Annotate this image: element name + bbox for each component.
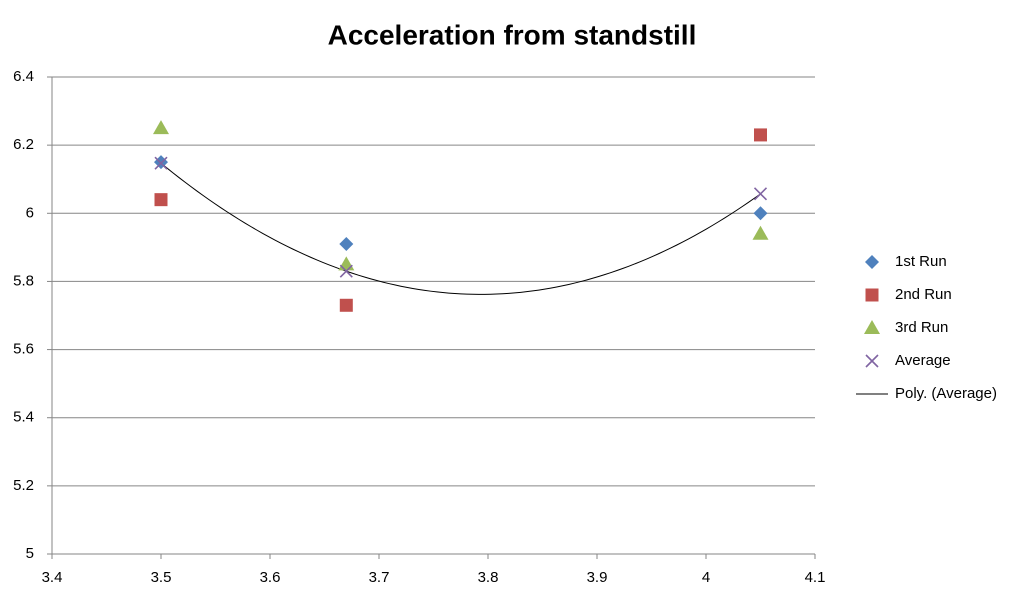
legend-label: 1st Run [895,253,947,270]
x-tick-label: 4 [702,569,710,586]
y-tick-label: 5 [26,545,34,562]
point [339,298,353,312]
y-tick-label: 5.2 [13,477,34,494]
point [339,264,353,278]
point [154,156,168,170]
legend-label: 3rd Run [895,319,948,336]
point [754,128,767,142]
legend-marker [865,255,879,269]
trendline [160,162,761,295]
y-tick-label: 5.8 [13,272,34,289]
x-tick-label: 3.6 [260,569,281,586]
y-tick-label: 6 [26,204,34,221]
point [154,193,168,207]
legend-label: Poly. (Average) [895,385,997,402]
point [753,206,768,221]
legend-marker [864,320,880,334]
x-tick-label: 3.9 [587,569,608,586]
legend-label: Average [895,352,951,369]
x-tick-label: 4.1 [805,569,826,586]
x-tick-label: 3.5 [151,569,172,586]
y-tick-label: 5.4 [13,409,34,426]
x-tick-label: 3.4 [42,569,63,586]
point [153,120,169,135]
point [338,256,355,271]
x-tick-label: 3.7 [369,569,390,586]
legend-label: 2nd Run [895,286,952,303]
y-tick-label: 5.6 [13,341,34,358]
chart-title: Acceleration from standstill [328,19,697,50]
legend-marker [865,288,879,302]
legend-marker [865,354,879,368]
y-tick-label: 6.2 [13,136,34,153]
point [339,236,354,251]
x-tick-label: 3.8 [478,569,499,586]
point [752,225,769,240]
y-tick-label: 6.4 [13,68,34,85]
point [753,187,768,201]
